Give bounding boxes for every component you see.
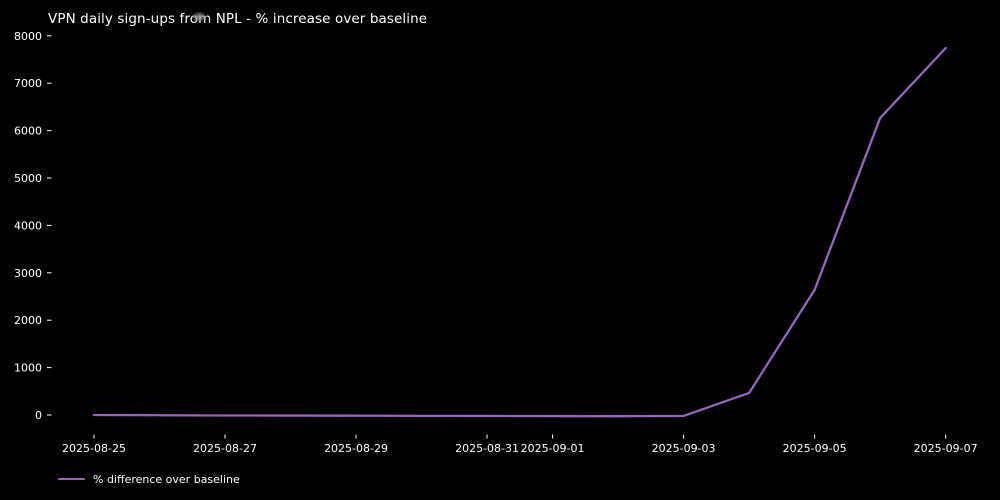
legend-label: % difference over baseline [93,472,240,486]
x-tick-label: 2025-09-05 [783,442,847,455]
y-tick-label: 0 [35,409,42,422]
y-tick-label: 5000 [14,172,42,185]
y-tick-label: 1000 [14,362,42,375]
y-tick-label: 4000 [14,219,42,232]
legend-line-swatch [58,477,85,481]
y-tick-label: 3000 [14,267,42,280]
x-tick-label: 2025-09-01 [521,442,585,455]
data-line [92,46,947,418]
x-tick-label: 2025-08-25 [62,442,126,455]
legend: % difference over baseline [58,471,240,487]
y-tick-label: 2000 [14,314,42,327]
chart-title: VPN daily sign-ups from NPL - % increase… [48,11,428,27]
x-tick-label: 2025-09-03 [652,442,716,455]
x-tick-label: 2025-08-31 [455,442,519,455]
x-tick-label: 2025-08-27 [193,442,257,455]
x-tick-label: 2025-09-07 [914,442,978,455]
y-tick-label: 7000 [14,77,42,90]
y-tick-label: 8000 [14,30,42,43]
x-tick-label: 2025-08-29 [324,442,388,455]
y-tick-label: 6000 [14,125,42,138]
